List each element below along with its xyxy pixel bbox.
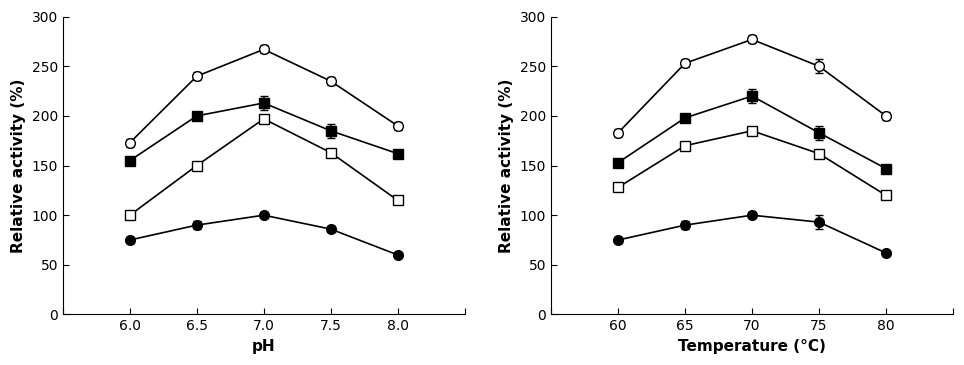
Y-axis label: Relative activity (%): Relative activity (%) — [499, 78, 515, 253]
Y-axis label: Relative activity (%): Relative activity (%) — [12, 78, 26, 253]
X-axis label: pH: pH — [252, 339, 276, 354]
X-axis label: Temperature (°C): Temperature (°C) — [678, 339, 826, 354]
